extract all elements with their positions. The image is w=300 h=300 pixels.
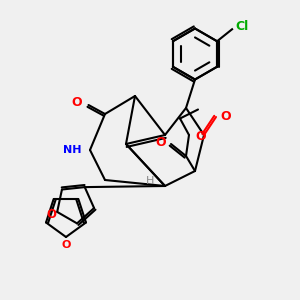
- Text: O: O: [220, 110, 231, 124]
- Text: O: O: [61, 239, 71, 250]
- Text: Cl: Cl: [235, 20, 248, 33]
- Text: O: O: [156, 136, 166, 149]
- Text: NH: NH: [62, 145, 81, 155]
- Text: O: O: [46, 208, 56, 221]
- Text: O: O: [72, 95, 83, 109]
- Text: O: O: [195, 130, 206, 143]
- Text: H: H: [146, 176, 154, 187]
